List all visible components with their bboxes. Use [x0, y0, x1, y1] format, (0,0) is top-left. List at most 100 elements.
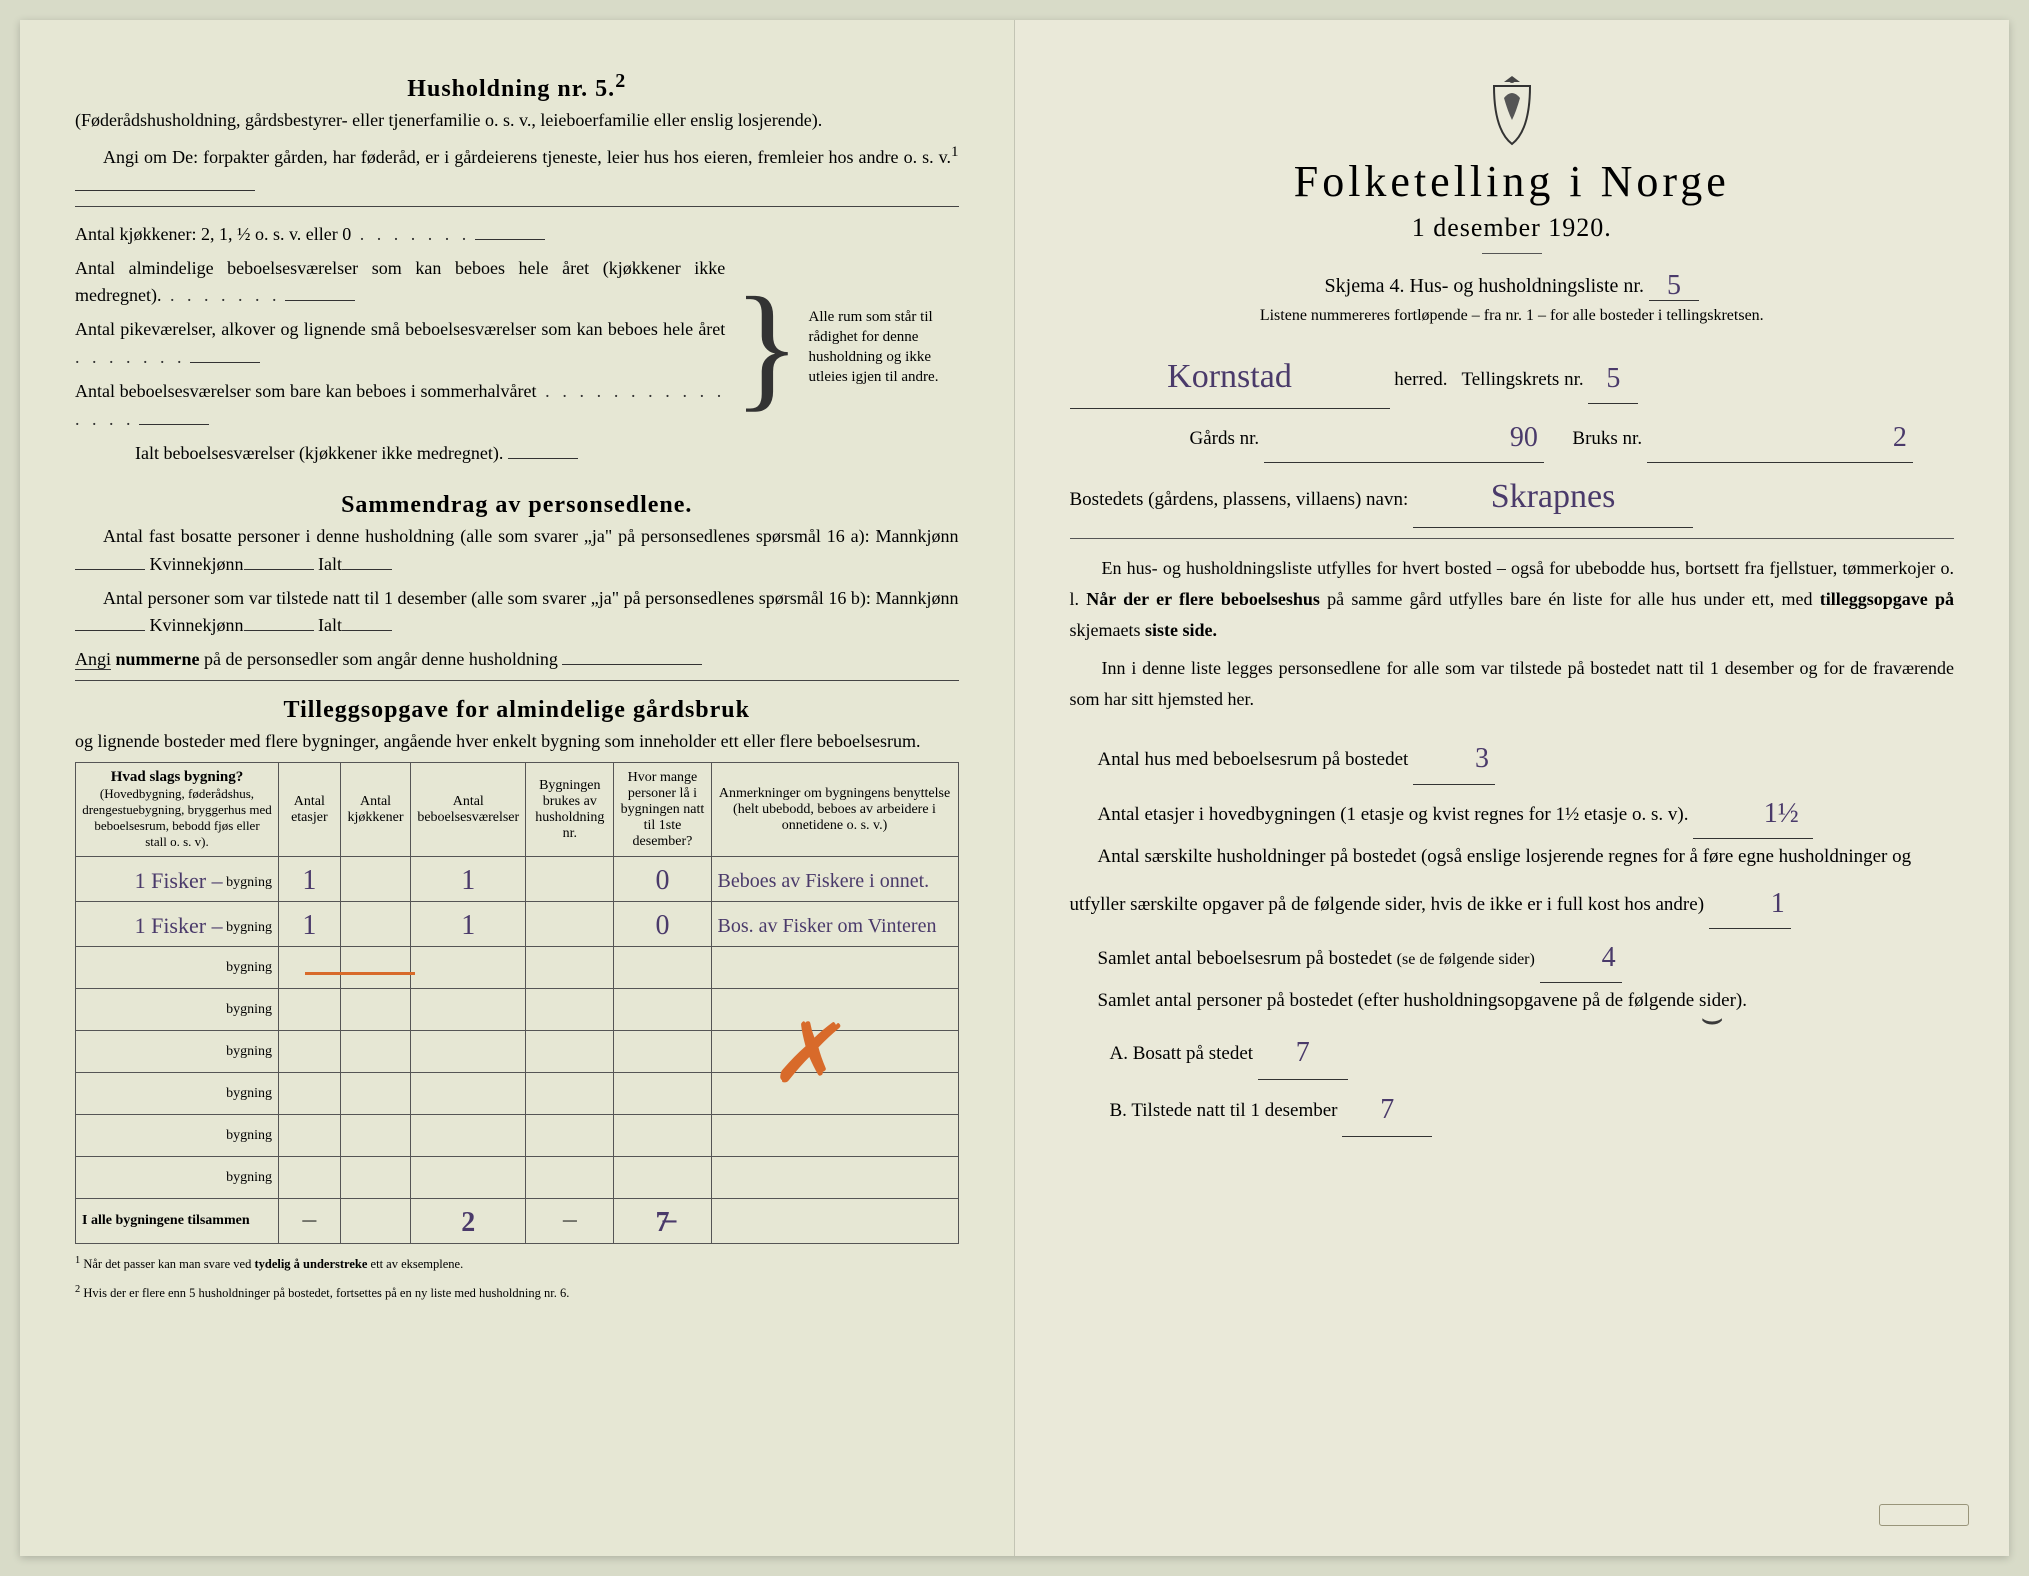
rooms-1: Antal almindelige beboelsesværelser som …: [75, 255, 725, 311]
label-ialt-2: Ialt: [318, 615, 342, 635]
label-mann: Mannkjønn: [876, 526, 959, 546]
intro-2: Angi om De: forpakter gården, har føderå…: [75, 141, 959, 200]
tf-c2: —: [278, 1199, 340, 1244]
fn1-b: tydelig å understreke: [254, 1257, 367, 1271]
ab-b-value: 7: [1380, 1082, 1394, 1138]
right-page: Folketelling i Norge 1 desember 1920. Sk…: [1015, 20, 2010, 1556]
heading-text: Husholdning nr. 5.: [407, 76, 615, 102]
label-kvinne-2: Kvinnekjønn: [150, 615, 244, 635]
line-rum: Samlet antal beboelsesrum på bostedet (s…: [1070, 929, 1955, 983]
rum-value: 4: [1574, 931, 1616, 984]
herred-line: Kornstad herred. Tellingskrets nr. 5: [1070, 343, 1955, 409]
skjema-line: Skjema 4. Hus- og husholdningsliste nr. …: [1070, 268, 1955, 301]
intro-1: (Føderådshusholdning, gårdsbestyrer- ell…: [75, 107, 959, 135]
label-mann-2: Mannkjønn: [876, 588, 959, 608]
krets-label: Tellingskrets nr.: [1461, 369, 1583, 390]
line-etasjer: Antal etasjer i hovedbygningen (1 etasje…: [1070, 785, 1955, 839]
title-rule: [1482, 253, 1542, 254]
para-1: En hus- og husholdningsliste utfylles fo…: [1070, 553, 1955, 645]
table-row: bygning: [76, 1073, 959, 1115]
summary-p2-text: Antal personer som var tilstede natt til…: [103, 588, 871, 608]
line-hus-text: Antal hus med beboelsesrum på bostedet: [1098, 749, 1409, 770]
archive-stamp: [1879, 1504, 1969, 1526]
tf-c3: [340, 1199, 411, 1244]
left-heading: Husholdning nr. 5.2: [75, 70, 959, 103]
summary-p3-bold: nummerne: [116, 649, 200, 669]
tf-c7: [711, 1199, 958, 1244]
th-c3: Antal kjøkkener: [340, 763, 411, 857]
krets-value: 5: [1606, 352, 1620, 405]
bosted-line: Bostedets (gårdens, plassens, villaens) …: [1070, 463, 1955, 529]
table-row: bygning: [76, 947, 959, 989]
heading-sup: 2: [615, 70, 626, 92]
para1-b1: Når der er flere beboelseshus: [1086, 589, 1320, 609]
rooms-block: Antal kjøkkener: 2, 1, ½ o. s. v. eller …: [75, 221, 959, 474]
footnote-2: 2 Hvis der er flere enn 5 husholdninger …: [75, 1283, 959, 1302]
table-row: bygning: [76, 989, 959, 1031]
tillegg-sub: og lignende bosteder med flere bygninger…: [75, 728, 959, 756]
building-table: Hvad slags bygning? (Hovedbygning, føder…: [75, 762, 959, 1244]
skjema-text: Skjema 4. Hus- og husholdningsliste nr.: [1325, 275, 1644, 297]
table-row: bygning: [76, 1115, 959, 1157]
fn1-a: Når det passer kan man svare ved: [83, 1257, 251, 1271]
ab-a-text: A. Bosatt på stedet: [1110, 1043, 1254, 1064]
th-c6: Hvor mange personer lå i bygningen natt …: [614, 763, 711, 857]
summary-p3-lead: Angi: [75, 649, 111, 670]
brace-note: Alle rum som står til rådighet for denne…: [809, 307, 959, 388]
table-row: bygning: [76, 1031, 959, 1073]
th-c1-sub: (Hovedbygning, føderådshus, drengestueby…: [82, 786, 272, 850]
th-c7: Anmerkninger om bygningens benyttelse (h…: [711, 763, 958, 857]
table-footer-row: I alle bygningene tilsammen — 2 — 7̶: [76, 1199, 959, 1244]
table-row: bygning: [76, 1157, 959, 1199]
intro2-sup: 1: [951, 144, 959, 160]
skjema-note: Listene nummereres fortløpende – fra nr.…: [1070, 307, 1955, 325]
para1-tail: skjemaets: [1070, 620, 1141, 640]
tf-label: I alle bygningene tilsammen: [76, 1199, 279, 1244]
kitchens-text: Antal kjøkkener: 2, 1, ½ o. s. v. eller …: [75, 224, 351, 244]
gard-label: Gårds nr.: [1190, 428, 1260, 449]
herred-value: Kornstad: [1167, 345, 1292, 410]
table-row: 1 Fisker – bygning 1 1 0 Bos. av Fisker …: [76, 902, 959, 947]
para1-b3: siste side.: [1145, 620, 1217, 640]
intro2-rest: forpakter gården, har føderåd, er i gård…: [203, 147, 951, 167]
line-hush: Antal særskilte husholdninger på bostede…: [1070, 839, 1955, 929]
intro-underline: [75, 206, 959, 207]
ab-a-value: 7: [1296, 1025, 1310, 1081]
bruk-label: Bruks nr.: [1572, 428, 1642, 449]
summary-heading: Sammendrag av personsedlene.: [75, 492, 959, 519]
summary-p1: Antal fast bosatte personer i denne hush…: [75, 523, 959, 579]
ab-list: A. Bosatt på stedet 7 B. Tilstede natt t…: [1070, 1023, 1955, 1137]
line-rum-note: (se de følgende sider): [1397, 951, 1535, 968]
th-c4: Antal beboelsesværelser: [411, 763, 526, 857]
summary-p1-text: Antal fast bosatte personer i denne hush…: [103, 526, 870, 546]
document-spread: Husholdning nr. 5.2 (Føderådshusholdning…: [20, 20, 2009, 1556]
summary-p2: Antal personer som var tilstede natt til…: [75, 585, 959, 641]
line-rum-text: Samlet antal beboelsesrum på bostedet: [1098, 948, 1392, 969]
rooms-3: Antal beboelsesværelser som bare kan beb…: [75, 378, 725, 434]
table-row: 1 Fisker – bygning 1 1 0 Beboes av Fiske…: [76, 857, 959, 902]
main-title: Folketelling i Norge: [1070, 156, 1955, 207]
rooms3-text: Antal beboelsesværelser som bare kan beb…: [75, 381, 537, 401]
label-ialt: Ialt: [318, 554, 342, 574]
caret-mark: ⌣: [1700, 997, 1724, 1040]
tillegg-heading: Tilleggsopgave for almindelige gårdsbruk: [75, 697, 959, 724]
gard-line: Gårds nr. 90 Bruks nr. 2: [1070, 409, 1955, 463]
ab-b-line: B. Tilstede natt til 1 desember 7: [1110, 1080, 1955, 1137]
tf-c4: 2: [461, 1207, 475, 1239]
label-kvinne: Kvinnekjønn: [150, 554, 244, 574]
coat-of-arms-icon: [1480, 70, 1544, 150]
line-etasjer-text: Antal etasjer i hovedbygningen (1 etasje…: [1098, 804, 1689, 825]
footnote-1: 1 Når det passer kan man svare ved tydel…: [75, 1254, 959, 1273]
summary-p3: Angi nummerne på de personsedler som ang…: [75, 646, 959, 674]
etasjer-value: 1½: [1736, 787, 1799, 840]
bosted-rule: [1070, 538, 1955, 539]
intro2-lead: Angi om De:: [103, 147, 198, 167]
date-line: 1 desember 1920.: [1070, 213, 1955, 243]
tf-c6: 7̶: [655, 1207, 669, 1239]
table-wrap: Hvad slags bygning? (Hovedbygning, føder…: [75, 762, 959, 1244]
table-header-row: Hvad slags bygning? (Hovedbygning, føder…: [76, 763, 959, 857]
summary-underline: [75, 680, 959, 681]
herred-label: herred.: [1394, 369, 1447, 390]
para1-b2: tilleggsopgave på: [1820, 589, 1954, 609]
tf-c5: —: [526, 1199, 614, 1244]
